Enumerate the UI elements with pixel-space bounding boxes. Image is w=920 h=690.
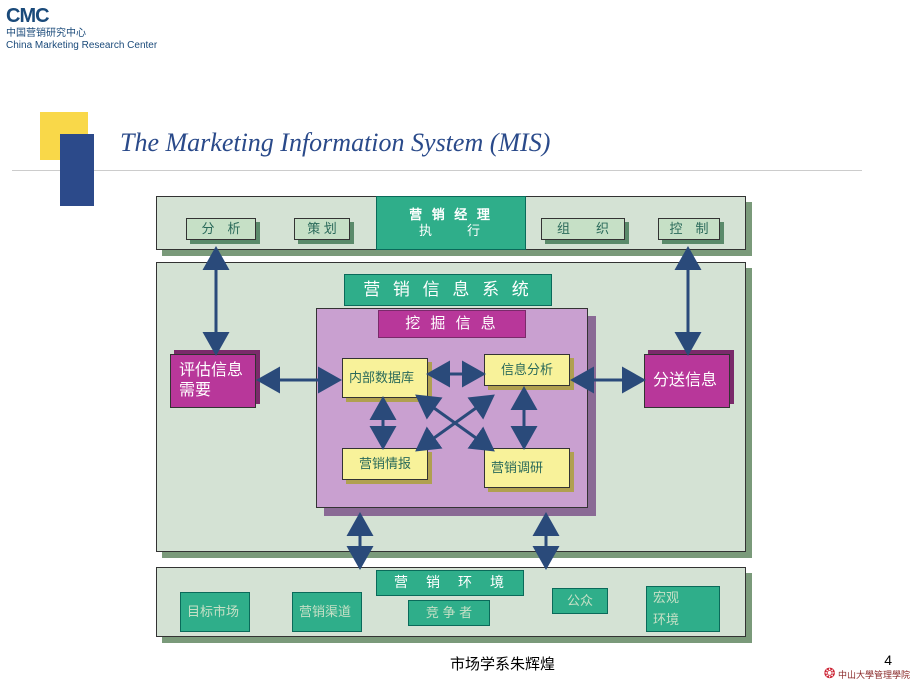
top-box-0: 分 析 (186, 218, 256, 240)
title-underline (12, 170, 862, 171)
inner-box-0: 内部数据库 (342, 358, 428, 398)
logo-block: CMC 中国营销研究中心 China Marketing Research Ce… (6, 4, 157, 52)
footer-right-logo-text: 中山大學管理學院 (838, 670, 910, 680)
mid-left: 评估信息需要 (170, 354, 256, 408)
inner-box-3: 营销调研 (484, 448, 570, 488)
mid-title: 营 销 信 息 系 统 (344, 274, 552, 306)
inner-box-1: 信息分析 (484, 354, 570, 386)
bot-box-3: 公众 (552, 588, 608, 614)
bot-title: 营 销 环 境 (376, 570, 524, 596)
page-title: The Marketing Information System (MIS) (120, 128, 550, 158)
footer-center: 市场学系朱辉煌 (450, 653, 555, 674)
top-header-line1: 营 销 经 理 (409, 207, 493, 223)
bot-box-4: 宏观 环境 (646, 586, 720, 632)
mid-right: 分送信息 (644, 354, 730, 408)
top-box-2: 组 织 (541, 218, 625, 240)
footer-right-logo: ❂ 中山大學管理學院 (824, 665, 910, 682)
inner-box-2: 营销情报 (342, 448, 428, 480)
logo-sub2: China Marketing Research Center (6, 40, 157, 52)
bot-box-0: 目标市场 (180, 592, 250, 632)
logo-sub1: 中国营销研究中心 (6, 28, 157, 40)
inner-title: 挖 掘 信 息 (378, 310, 526, 338)
top-header: 营 销 经 理 执 行 (376, 196, 526, 250)
top-box-1: 策 划 (294, 218, 350, 240)
bot-box-4-l1: 宏观 (653, 590, 679, 606)
top-header-line2: 执 行 (419, 223, 483, 239)
logo-text: CMC (6, 4, 157, 28)
bot-box-1: 营销渠道 (292, 592, 362, 632)
bot-box-2: 竞 争 者 (408, 600, 490, 626)
deco-blue (60, 134, 94, 206)
top-box-3: 控 制 (658, 218, 720, 240)
bot-box-4-l2: 环境 (653, 612, 679, 628)
